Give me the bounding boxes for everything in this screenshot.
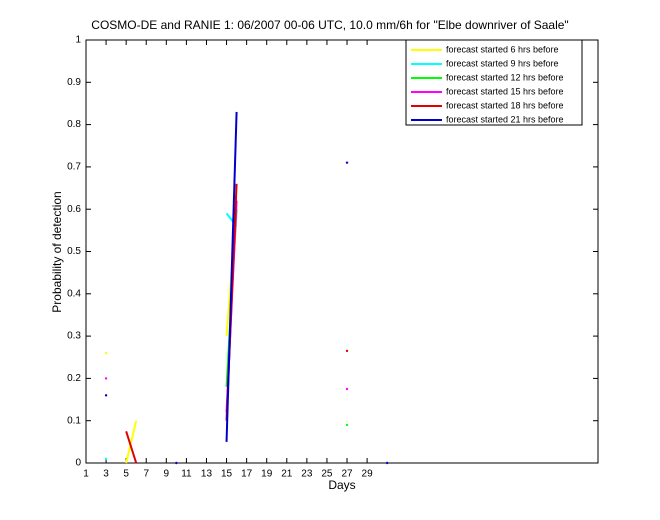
line <box>125 430 138 464</box>
x-tick-label: 9 <box>164 469 170 480</box>
point <box>104 394 108 397</box>
x-tick-label: 27 <box>341 469 353 480</box>
x-tick-label: 5 <box>123 469 129 480</box>
y-tick-label: 0.8 <box>67 119 81 130</box>
y-tick-label: 0.9 <box>67 77 81 88</box>
y-tick-label: 0.1 <box>67 415 81 426</box>
x-tick-label: 3 <box>103 469 109 480</box>
x-axis-label: Days <box>328 478 355 492</box>
point <box>104 457 108 460</box>
y-tick-label: 0.7 <box>67 162 81 173</box>
line <box>125 420 138 464</box>
x-tick-label: 13 <box>201 469 213 480</box>
legend-label: forecast started 21 hrs before <box>446 114 564 124</box>
x-tick-label: 7 <box>143 469 149 480</box>
y-tick-label: 0.2 <box>67 373 81 384</box>
x-tick-label: 17 <box>241 469 253 480</box>
point <box>175 461 178 465</box>
legend-label: forecast started 15 hrs before <box>446 86 564 96</box>
legend-box <box>405 39 583 126</box>
y-tick-label: 0.5 <box>67 246 81 257</box>
line <box>225 111 238 442</box>
legend-label: forecast started 9 hrs before <box>446 58 559 68</box>
x-tick-label: 19 <box>261 469 273 480</box>
point <box>104 377 108 380</box>
x-tick-label: 29 <box>362 469 374 480</box>
x-tick-label: 15 <box>221 469 233 480</box>
point <box>385 461 389 465</box>
point <box>345 423 349 427</box>
legend-label: forecast started 18 hrs before <box>446 100 564 110</box>
x-tick-label: 21 <box>281 469 293 480</box>
point <box>104 351 108 355</box>
chart-title: COSMO-DE and RANIE 1: 06/2007 00-06 UTC,… <box>91 18 568 32</box>
point <box>345 349 349 353</box>
y-tick-label: 1 <box>75 35 81 46</box>
legend-label: forecast started 12 hrs before <box>446 72 564 82</box>
legend-label: forecast started 6 hrs before <box>446 44 559 54</box>
point <box>345 387 349 391</box>
y-tick-label: 0.4 <box>67 288 81 299</box>
x-tick-label: 11 <box>181 469 192 480</box>
point <box>345 161 349 164</box>
x-tick-label: 23 <box>301 469 313 480</box>
x-tick-label: 25 <box>321 469 333 480</box>
y-tick-label: 0.6 <box>67 204 81 215</box>
y-axis-label: Probability of detection <box>50 191 64 312</box>
y-tick-label: 0.3 <box>67 331 81 342</box>
x-tick-label: 1 <box>83 469 89 480</box>
y-tick-label: 0 <box>75 458 81 469</box>
